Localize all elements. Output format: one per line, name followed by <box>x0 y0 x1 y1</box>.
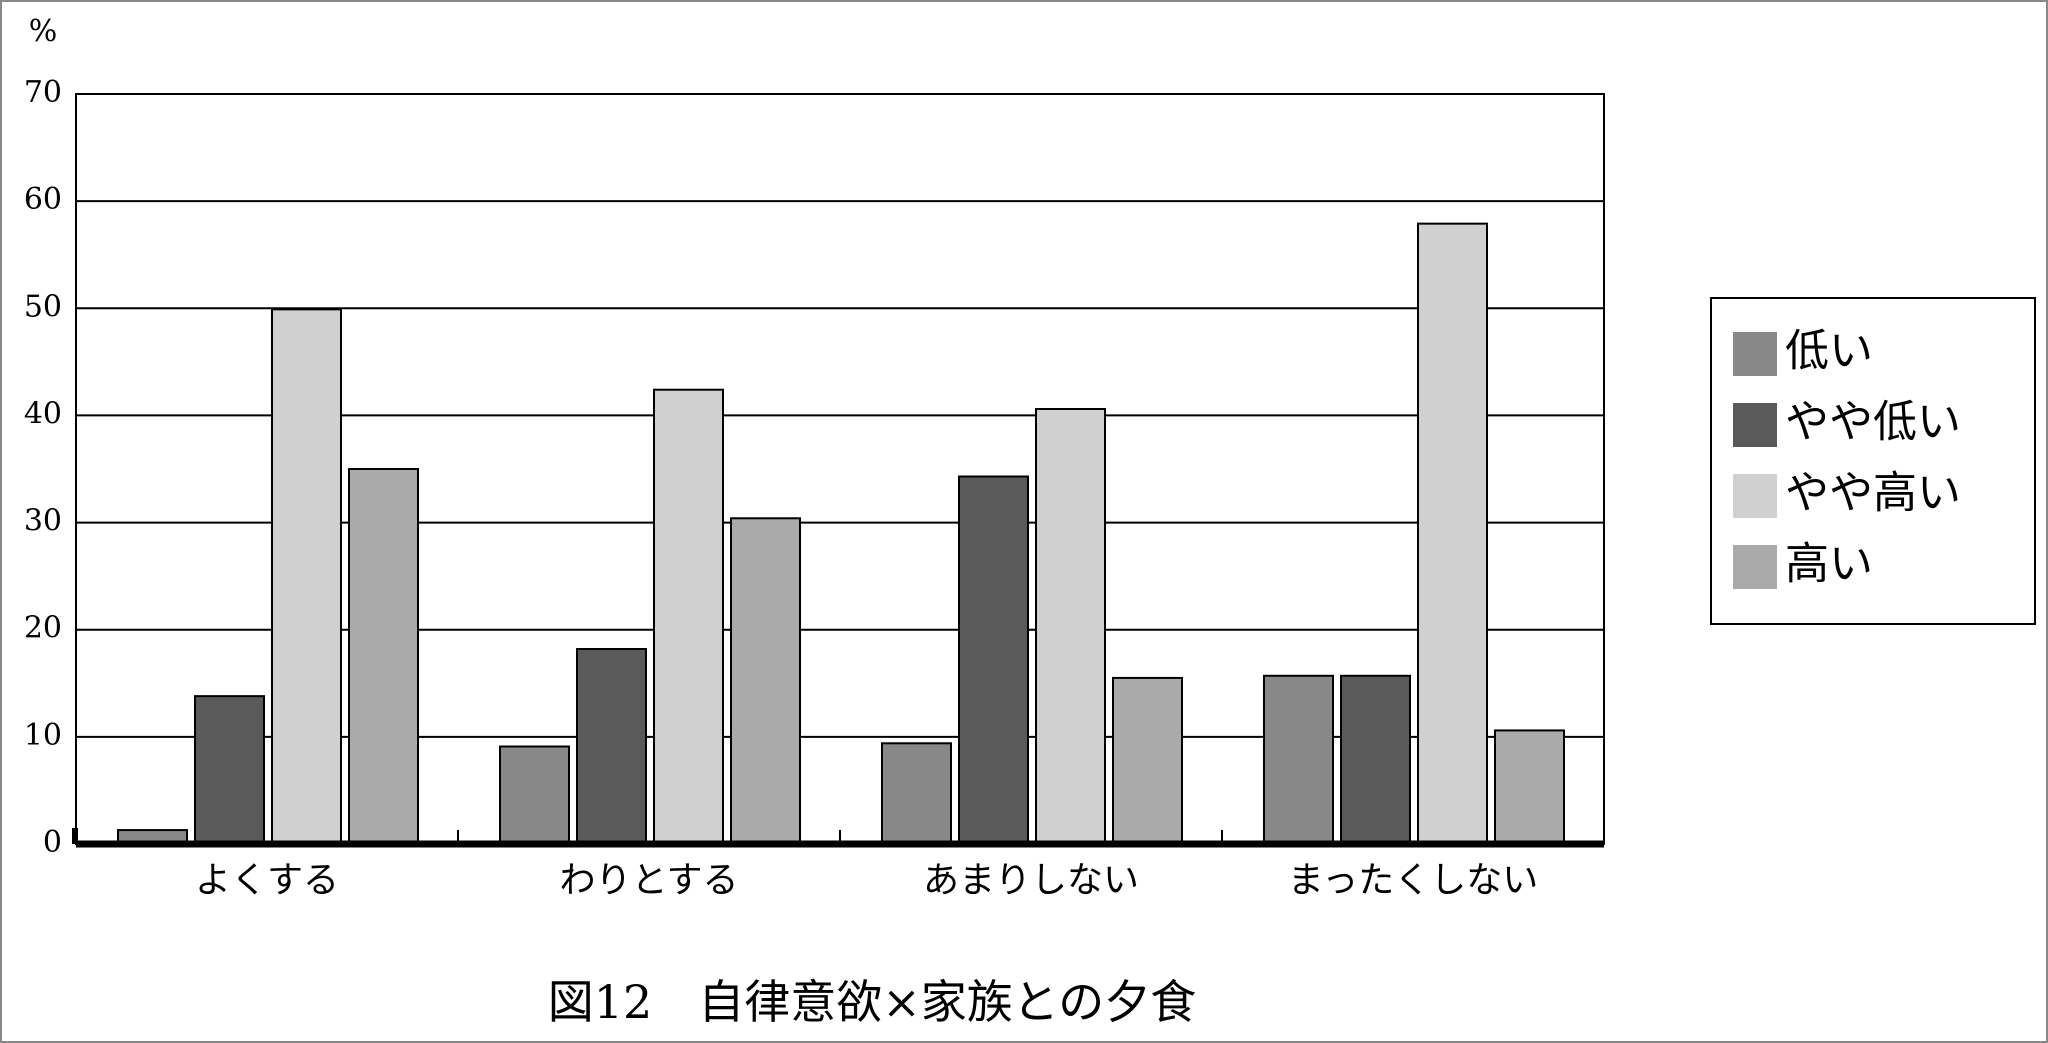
bar <box>348 468 419 845</box>
bar <box>881 742 952 845</box>
bar <box>730 517 801 845</box>
x-tick-label: わりとする <box>560 860 739 901</box>
legend-swatch <box>1733 545 1777 589</box>
legend-swatch <box>1733 332 1777 376</box>
y-axis-label: % <box>29 14 58 49</box>
bar <box>1035 408 1106 845</box>
x-tick-label: まったくしない <box>1288 860 1539 901</box>
y-tick-label: 70 <box>24 75 62 110</box>
chart-title: 図12 自律意欲×家族との夕食 <box>548 975 1197 1029</box>
y-tick-label: 30 <box>24 504 62 539</box>
bar <box>1340 674 1411 845</box>
bar <box>499 745 570 845</box>
y-tick-label: 60 <box>24 182 62 217</box>
y-tick-label: 50 <box>24 289 62 324</box>
bar <box>271 308 342 846</box>
legend-label: やや高い <box>1785 468 1961 519</box>
y-tick-label: 40 <box>24 396 62 431</box>
legend-label: やや低い <box>1785 397 1961 448</box>
y-tick-label: 10 <box>24 718 62 753</box>
x-tick-label: あまりしない <box>923 860 1139 901</box>
bar <box>653 388 724 845</box>
bar <box>1494 729 1565 846</box>
legend-swatch <box>1733 474 1777 518</box>
x-tick-label: よくする <box>195 860 339 901</box>
bar <box>958 475 1029 845</box>
legend-label: 高い <box>1785 539 1873 590</box>
legend-swatch <box>1733 403 1777 447</box>
bar <box>1112 676 1183 846</box>
y-tick-label: 0 <box>43 825 62 860</box>
legend-label: 低い <box>1785 326 1873 377</box>
bar <box>194 695 265 846</box>
bar <box>1417 222 1488 845</box>
bar <box>576 648 647 845</box>
bar <box>1263 674 1334 845</box>
y-tick-label: 20 <box>24 611 62 646</box>
